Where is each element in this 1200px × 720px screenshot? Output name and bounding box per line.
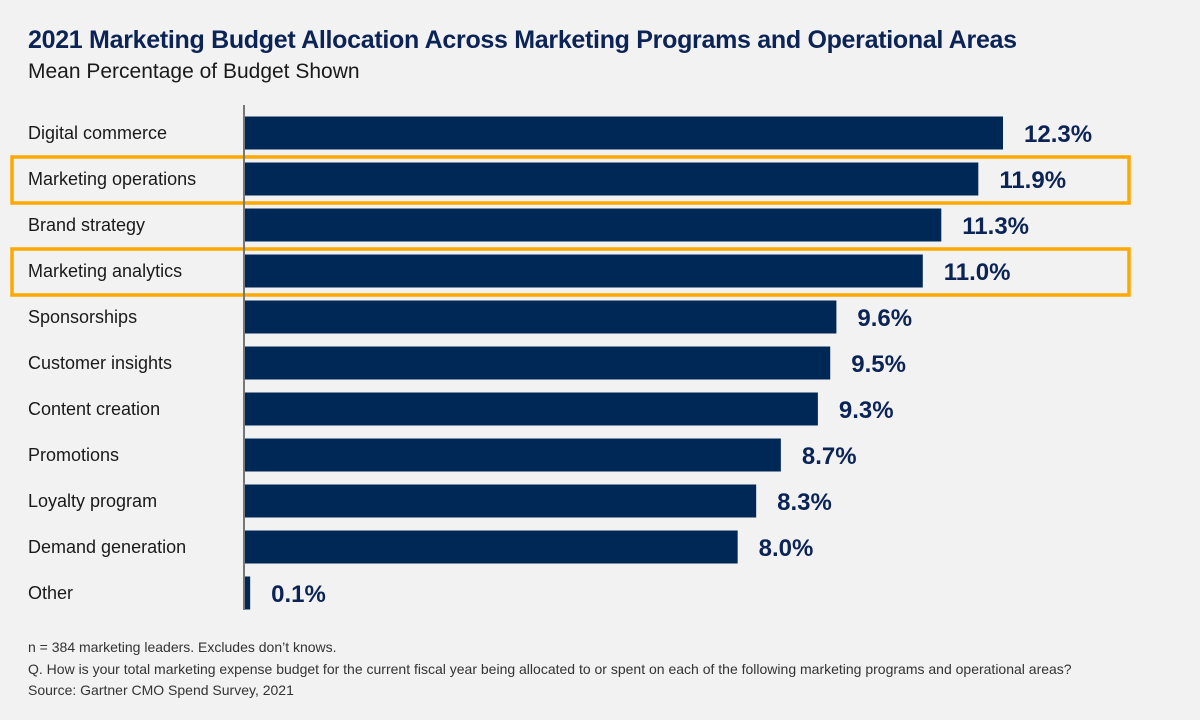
category-label: Sponsorships (28, 307, 137, 327)
bar (244, 392, 818, 426)
bar (244, 484, 757, 518)
bar (244, 116, 1003, 150)
footnote-question: Q. How is your total marketing expense b… (28, 661, 1072, 677)
category-label: Promotions (28, 445, 119, 465)
category-label: Loyalty program (28, 491, 157, 511)
value-label: 11.0% (944, 259, 1011, 286)
value-label: 11.9% (999, 167, 1066, 194)
chart-title: 2021 Marketing Budget Allocation Across … (28, 26, 1017, 54)
value-label: 9.5% (851, 351, 906, 378)
bar (244, 254, 923, 288)
bar (244, 162, 979, 196)
bar (244, 576, 251, 610)
footnote-sample: n = 384 marketing leaders. Excludes don’… (28, 639, 337, 655)
value-label: 9.3% (839, 397, 894, 424)
bar (244, 530, 738, 564)
value-label: 12.3% (1024, 121, 1092, 148)
bar (244, 208, 942, 242)
value-label: 8.3% (777, 489, 832, 516)
value-label: 8.7% (802, 443, 857, 470)
highlight-box (10, 155, 1131, 205)
category-label: Brand strategy (28, 215, 145, 235)
category-label: Other (28, 583, 73, 603)
value-label: 8.0% (759, 535, 814, 562)
category-label: Content creation (28, 399, 160, 419)
value-label: 11.3% (962, 213, 1029, 240)
value-label: 0.1% (271, 581, 326, 608)
category-label: Digital commerce (28, 123, 167, 143)
bar-chart: Digital commerce 12.3% Marketing operation… (10, 105, 1131, 610)
category-label: Marketing analytics (28, 261, 182, 281)
highlight-box (10, 247, 1131, 297)
bar (244, 346, 831, 380)
category-label: Customer insights (28, 353, 172, 373)
chart-subtitle: Mean Percentage of Budget Shown (28, 60, 360, 83)
bar (244, 438, 781, 472)
value-label: 9.6% (857, 305, 912, 332)
category-label: Marketing operations (28, 169, 196, 189)
footnote-source: Source: Gartner CMO Spend Survey, 2021 (28, 682, 294, 698)
bar (244, 300, 837, 334)
category-label: Demand generation (28, 537, 186, 557)
